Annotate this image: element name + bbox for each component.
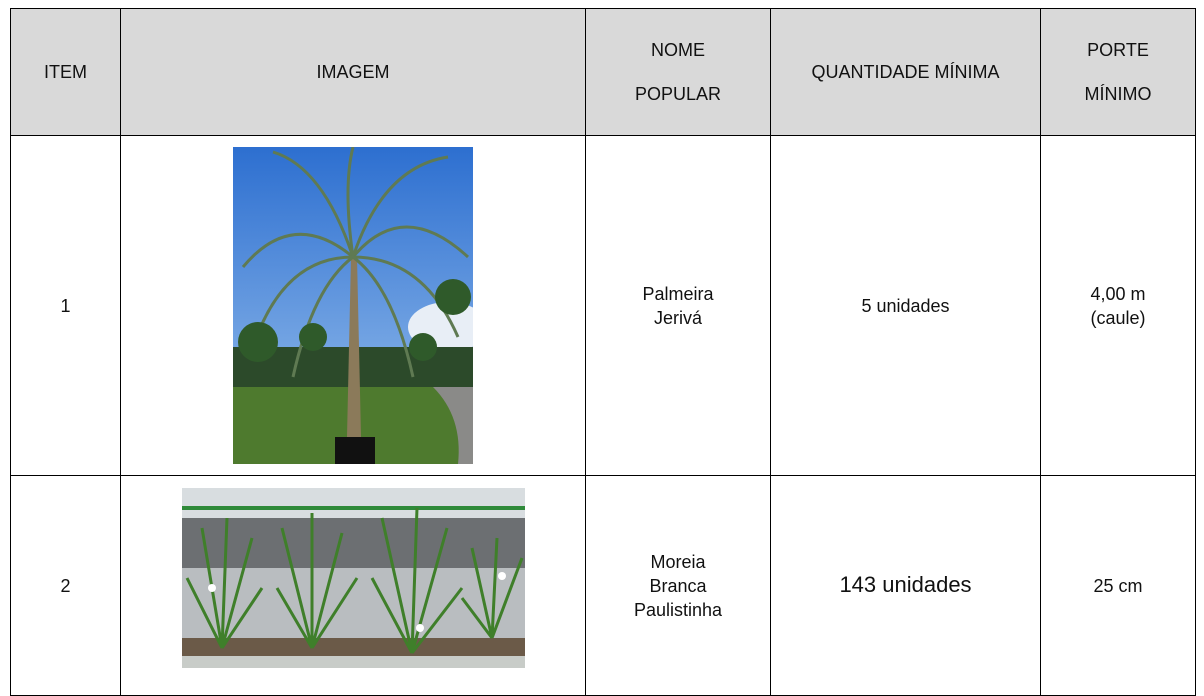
- image-cell: [120, 475, 586, 696]
- header-row: ITEM IMAGEM NOME POPULAR QUANTIDADE MÍNI…: [10, 8, 1196, 136]
- name-cell: Moreia Branca Paulistinha: [585, 475, 771, 696]
- item-cell: 1: [10, 135, 121, 476]
- size: 4,00 m (caule): [1090, 283, 1146, 328]
- size: 25 cm: [1093, 575, 1143, 596]
- size-cell: 4,00 m (caule): [1040, 135, 1196, 476]
- name: Moreia Branca Paulistinha: [633, 551, 723, 620]
- item: 2: [60, 575, 71, 596]
- quantity-cell: 143 unidades: [770, 475, 1041, 696]
- quantity-cell: 5 unidades: [770, 135, 1041, 476]
- header-cell: PORTE MÍNIMO: [1040, 8, 1196, 136]
- plant-table: ITEM IMAGEM NOME POPULAR QUANTIDADE MÍNI…: [10, 8, 1196, 696]
- item-cell: 2: [10, 475, 121, 696]
- page: ITEM IMAGEM NOME POPULAR QUANTIDADE MÍNI…: [10, 8, 1196, 696]
- header-cell: ITEM: [10, 8, 121, 136]
- row: 1 Palmeira Jerivá: [10, 135, 1196, 476]
- header-cell: NOME POPULAR: [585, 8, 771, 136]
- name: Palmeira Jerivá: [642, 283, 714, 328]
- grass-photo: [181, 488, 525, 668]
- quantity: 143 unidades: [839, 572, 972, 597]
- name-cell: Palmeira Jerivá: [585, 135, 771, 476]
- header-text: IMAGEM: [316, 62, 390, 82]
- image-cell: [120, 135, 586, 476]
- header-text: PORTE MÍNIMO: [1084, 40, 1152, 104]
- item: 1: [60, 295, 71, 316]
- size-cell: 25 cm: [1040, 475, 1196, 696]
- header-cell: QUANTIDADE MÍNIMA: [770, 8, 1041, 136]
- header-text: ITEM: [44, 62, 87, 82]
- header-text: NOME POPULAR: [634, 40, 722, 104]
- header-cell: IMAGEM: [120, 8, 586, 136]
- palm-photo: [233, 147, 473, 464]
- quantity: 5 unidades: [861, 295, 950, 316]
- row: 2 Moreia Branca Paulistinha 143 unidades: [10, 475, 1196, 696]
- header-text: QUANTIDADE MÍNIMA: [811, 62, 1000, 82]
